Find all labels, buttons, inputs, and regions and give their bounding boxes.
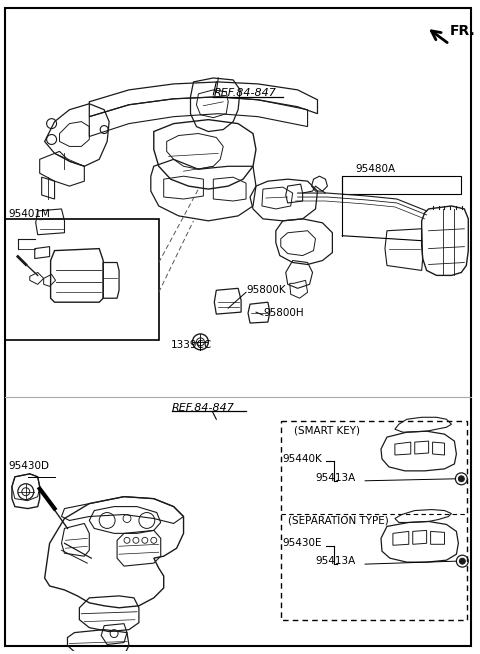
Text: REF.84-847: REF.84-847 (213, 88, 276, 98)
Text: 1339CC: 1339CC (171, 340, 212, 350)
Text: 95401M: 95401M (8, 209, 50, 219)
Text: 95430E: 95430E (283, 538, 322, 548)
Text: 95413A: 95413A (315, 473, 356, 483)
Text: 95413A: 95413A (315, 556, 356, 566)
Bar (342, 176, 461, 194)
Text: FR.: FR. (449, 24, 475, 39)
Text: 95430D: 95430D (8, 461, 49, 471)
Text: 95440K: 95440K (283, 454, 323, 464)
Text: REF.84-847: REF.84-847 (172, 404, 235, 413)
Text: 95800H: 95800H (263, 308, 303, 318)
Text: 95480A: 95480A (355, 164, 396, 174)
Circle shape (459, 558, 465, 564)
Bar (5, 219, 159, 340)
Text: 95800K: 95800K (246, 285, 286, 296)
Circle shape (458, 476, 464, 482)
Bar (281, 421, 468, 620)
Text: (SMART KEY): (SMART KEY) (294, 425, 360, 435)
Text: (SEPARATION TYPE): (SEPARATION TYPE) (288, 515, 388, 526)
